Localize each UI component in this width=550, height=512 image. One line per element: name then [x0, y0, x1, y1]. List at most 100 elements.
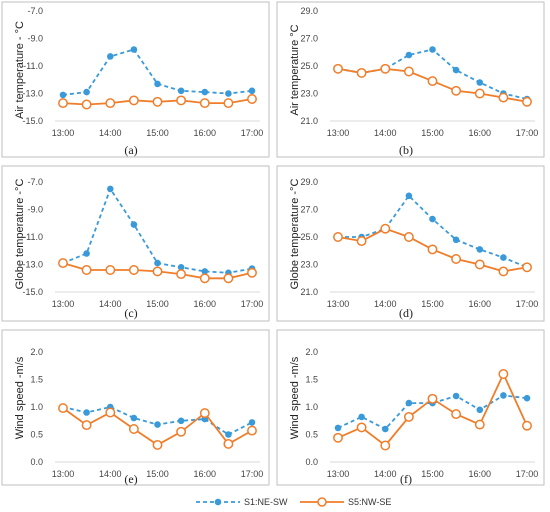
x-tick-label: 16:00	[193, 128, 216, 138]
x-tick-label: 13:00	[52, 128, 75, 138]
data-point	[105, 407, 116, 418]
panel-frame	[1, 1, 270, 158]
y-tick-label: 1.0	[305, 402, 318, 412]
legend: S1:NE-SW S5:NW-SE	[196, 497, 391, 507]
x-tick-label: 16:00	[193, 299, 216, 309]
x-tick-label: 16:00	[193, 469, 216, 479]
panel-frame	[276, 165, 545, 322]
data-point	[334, 424, 342, 432]
y-axis-label: Air temperature °C	[289, 24, 301, 115]
data-point	[356, 67, 367, 78]
series-line	[62, 406, 253, 436]
data-point	[223, 273, 234, 284]
y-tick-label: 27.0	[300, 205, 318, 215]
data-point	[248, 419, 256, 426]
data-point	[225, 90, 232, 97]
y-tick-label: -11.0	[23, 61, 43, 71]
x-tick-label: 13:00	[327, 299, 350, 309]
data-point	[474, 259, 485, 270]
data-point	[380, 223, 391, 234]
panel-a: Air temperature - °C (a) -15.0 -13.0 -11.0…	[1, 1, 270, 158]
data-point	[130, 221, 138, 228]
data-point	[498, 266, 509, 277]
data-point	[154, 80, 161, 88]
plot-area: 21.0 23.0 25.0 27.0 29.0 13:00 14:00 15:00 16:00…	[300, 177, 538, 309]
data-point	[476, 79, 484, 86]
data-point	[176, 426, 187, 437]
panel-f: Wind speed -m/s (f) 0.0 0.5 1.0 1.5 2.0 13:00…	[276, 329, 545, 486]
data-point	[177, 87, 185, 95]
y-tick-label: -9.0	[27, 205, 43, 215]
x-tick-label: 14:00	[374, 299, 397, 309]
y-tick-label: 0.5	[305, 430, 318, 440]
y-tick-label: -13.0	[22, 260, 43, 270]
y-tick-label: -11.0	[23, 232, 43, 242]
data-point	[333, 432, 343, 443]
data-point	[58, 403, 68, 414]
data-point	[176, 269, 187, 280]
x-tick-label: 14:00	[374, 469, 397, 479]
panel-frame	[276, 1, 545, 158]
y-tick-label: 1.5	[305, 375, 318, 385]
data-point	[223, 438, 234, 449]
x-tick-label: 16:00	[468, 128, 491, 138]
data-point	[152, 96, 163, 107]
data-point	[429, 215, 436, 223]
x-tick-label: 15:00	[146, 469, 169, 479]
data-point	[201, 88, 209, 96]
data-point	[405, 399, 413, 407]
panel-frame	[276, 329, 545, 486]
data-point	[105, 98, 116, 109]
data-point	[474, 419, 485, 430]
data-point	[358, 413, 365, 421]
data-point	[333, 232, 343, 242]
x-tick-label: 17:00	[241, 299, 264, 309]
y-tick-label: 29.0	[300, 177, 318, 187]
data-point	[128, 265, 139, 275]
data-point	[128, 424, 139, 434]
y-tick-label: 21.0	[300, 287, 318, 297]
panel-caption: (f)	[400, 472, 412, 486]
data-point	[152, 266, 163, 277]
y-axis-label: Wind speed -m/s	[14, 356, 26, 439]
data-point	[451, 254, 462, 264]
y-tick-label: -15.0	[22, 116, 43, 126]
x-tick-label: 14:00	[374, 128, 397, 138]
data-point	[83, 409, 90, 416]
x-tick-label: 14:00	[99, 299, 122, 309]
x-tick-label: 17:00	[241, 128, 264, 138]
y-tick-label: 0.5	[30, 430, 43, 440]
data-point	[382, 425, 389, 433]
x-tick-label: 14:00	[99, 128, 122, 138]
y-tick-label: 23.0	[300, 260, 318, 270]
plot-area: -15.0 -13.0 -11.0 -9.0 -7.0 13:00 14:00 15:00 16…	[22, 6, 263, 138]
x-tick-label: 15:00	[146, 299, 169, 309]
data-point	[452, 236, 460, 244]
data-point	[199, 408, 210, 419]
data-point	[356, 236, 367, 247]
data-point	[333, 63, 343, 74]
data-point	[128, 95, 139, 106]
data-point	[403, 66, 414, 77]
data-point	[81, 99, 92, 110]
y-axis-label: Globe temperature -°C	[14, 179, 26, 290]
data-point	[154, 259, 161, 267]
series-line	[337, 371, 528, 447]
data-point	[58, 98, 68, 109]
x-tick-label: 17:00	[516, 299, 539, 309]
y-tick-label: 25.0	[300, 61, 318, 71]
data-point	[427, 76, 438, 87]
panel-caption: (a)	[124, 143, 137, 157]
y-tick-label: 21.0	[300, 116, 318, 126]
panel-d: Globe temperature -°C (d) 21.0 23.0 25.0 27…	[276, 165, 545, 322]
data-point	[403, 411, 414, 422]
data-point	[452, 66, 460, 74]
plot-area: 0.0 0.5 1.0 1.5 2.0 13:00 14:00 15:00 16:00 17:00	[305, 347, 538, 479]
series-line	[62, 48, 253, 96]
data-point	[107, 185, 114, 193]
y-tick-label: -9.0	[27, 34, 43, 44]
data-point	[81, 265, 92, 275]
data-point	[152, 439, 163, 450]
legend-marker-s5	[317, 497, 327, 507]
x-tick-label: 15:00	[421, 469, 444, 479]
